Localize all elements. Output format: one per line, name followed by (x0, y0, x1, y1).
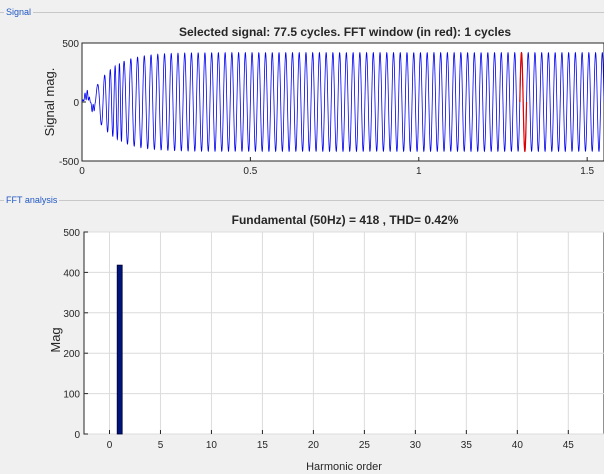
signal-x-tick-label: 0.5 (243, 166, 257, 177)
fft-y-axis-label: Mag (48, 327, 63, 352)
fft-x-axis-label: Harmonic order (306, 461, 382, 473)
fft-y-tick-label: 200 (63, 349, 80, 360)
signal-y-tick-label: -500 (59, 157, 79, 168)
fft-x-tick-label: 0 (107, 440, 113, 451)
fft-x-tick-label: 5 (158, 440, 164, 451)
fft-y-tick-label: 400 (63, 268, 80, 279)
fft-y-tick-label: 500 (63, 228, 80, 239)
fft-y-tick-label: 300 (63, 309, 80, 320)
fft-x-tick-label: 20 (308, 440, 320, 451)
fft-x-tick-label: 25 (359, 440, 371, 451)
fft-x-tick-label: 30 (410, 440, 422, 451)
harmonic-bar[interactable] (117, 265, 122, 434)
fft-plot-area[interactable] (84, 232, 604, 434)
fft-chart[interactable]: Fundamental (50Hz) = 418 , THD= 0.42% Ma… (48, 213, 604, 473)
signal-x-tick-label: 0 (79, 166, 85, 177)
fft-chart-title: Fundamental (50Hz) = 418 , THD= 0.42% (232, 213, 459, 227)
signal-y-axis-label: Signal mag. (42, 68, 57, 137)
fft-y-tick-label: 0 (74, 430, 80, 441)
signal-chart[interactable]: Selected signal: 77.5 cycles. FFT window… (42, 25, 604, 177)
fft-x-tick-label: 45 (563, 440, 575, 451)
fft-x-tick-label: 15 (257, 440, 269, 451)
fft-x-tick-label: 10 (206, 440, 218, 451)
signal-x-tick-label: 1.5 (580, 166, 594, 177)
signal-y-tick-label: 0 (73, 98, 79, 109)
signal-y-tick-label: 500 (62, 39, 79, 50)
signal-chart-title: Selected signal: 77.5 cycles. FFT window… (179, 25, 511, 39)
signal-x-tick-label: 1 (416, 166, 422, 177)
fft-y-tick-label: 100 (63, 390, 80, 401)
fft-x-tick-label: 40 (512, 440, 524, 451)
fft-x-tick-label: 35 (461, 440, 473, 451)
